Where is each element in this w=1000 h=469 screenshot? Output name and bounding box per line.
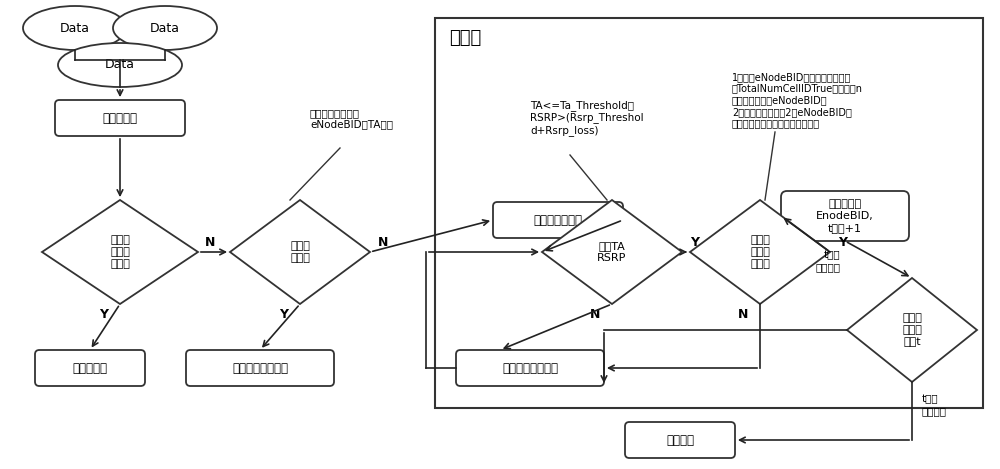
- FancyBboxPatch shape: [35, 350, 145, 386]
- Ellipse shape: [23, 6, 127, 50]
- Text: t大于
设定次数: t大于 设定次数: [922, 394, 947, 416]
- Text: 判断是否存在相同
eNodeBID及TA比较: 判断是否存在相同 eNodeBID及TA比较: [310, 108, 393, 129]
- FancyBboxPatch shape: [456, 350, 604, 386]
- Text: N: N: [378, 235, 388, 249]
- Ellipse shape: [58, 43, 182, 87]
- Text: 建立基准库: 建立基准库: [72, 362, 108, 375]
- FancyBboxPatch shape: [781, 191, 909, 241]
- Text: Y: Y: [838, 235, 847, 249]
- FancyBboxPatch shape: [186, 350, 334, 386]
- Text: Data: Data: [105, 59, 135, 71]
- Polygon shape: [690, 200, 830, 304]
- Text: 更新对应基准数据: 更新对应基准数据: [232, 362, 288, 375]
- Text: 对比基准库: 对比基准库: [103, 112, 138, 124]
- Ellipse shape: [113, 6, 217, 50]
- Text: 循环体: 循环体: [449, 29, 481, 47]
- FancyBboxPatch shape: [55, 100, 185, 136]
- Polygon shape: [542, 200, 682, 304]
- Text: N: N: [205, 235, 215, 249]
- Bar: [435, 18, 983, 408]
- Text: Y: Y: [99, 308, 108, 320]
- Text: 新站数据: 新站数据: [666, 433, 694, 446]
- Text: 标记为可疑
EnodeBID,
t次数+1: 标记为可疑 EnodeBID, t次数+1: [816, 199, 874, 233]
- FancyBboxPatch shape: [493, 202, 623, 238]
- Text: 标记为可疑数据: 标记为可疑数据: [534, 213, 582, 227]
- Text: 判断TA
RSRP: 判断TA RSRP: [597, 241, 627, 263]
- Text: t小于
设定次数: t小于 设定次数: [815, 250, 840, 272]
- FancyBboxPatch shape: [625, 422, 735, 458]
- Polygon shape: [847, 278, 977, 382]
- Text: Y: Y: [690, 235, 699, 249]
- Text: Data: Data: [60, 22, 90, 35]
- Text: 判断持
续可疑
次数t: 判断持 续可疑 次数t: [902, 313, 922, 347]
- Polygon shape: [230, 200, 370, 304]
- Text: N: N: [738, 308, 748, 320]
- Text: N: N: [590, 308, 600, 320]
- Text: TA<=Ta_Threshold且
RSRP>(Rsrp_Threshol
d+Rsrp_loss): TA<=Ta_Threshold且 RSRP>(Rsrp_Threshol d+…: [530, 100, 644, 136]
- Text: Y: Y: [279, 308, 288, 320]
- Polygon shape: [42, 200, 198, 304]
- Text: Data: Data: [150, 22, 180, 35]
- Text: 1：相同eNodeBID的有效数据行计数
值TotalNumCellIDTrue大于等于n
行，则记为有效eNodeBID。
2：当出现大于等于2个eNodeB: 1：相同eNodeBID的有效数据行计数 值TotalNumCellIDTrue…: [732, 72, 863, 129]
- Text: 判断有
效数据
行个数: 判断有 效数据 行个数: [750, 235, 770, 269]
- Text: 更新对应基准数据: 更新对应基准数据: [502, 362, 558, 375]
- Text: 匹配基
准数据: 匹配基 准数据: [290, 241, 310, 263]
- Text: 判断是
否第一
批数据: 判断是 否第一 批数据: [110, 235, 130, 269]
